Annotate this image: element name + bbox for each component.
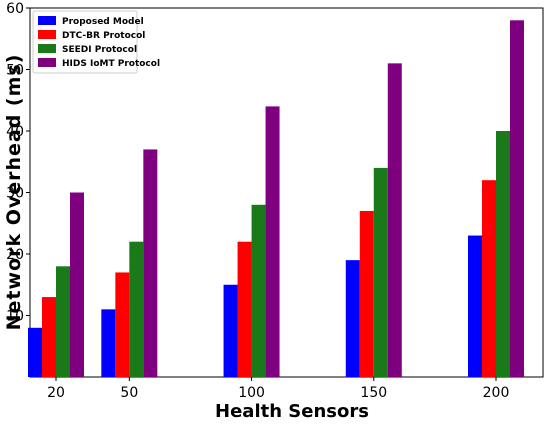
bar-proposed-model-150 (345, 260, 360, 377)
legend-label: SEEDI Protocol (62, 45, 137, 55)
y-tick-label: 20 (6, 247, 24, 263)
bar-hids-iomt-protocol-150 (387, 63, 402, 377)
legend-label: DTC-BR Protocol (62, 31, 145, 41)
bar-seedi-protocol-20 (56, 266, 70, 377)
x-tick-label: 100 (238, 385, 265, 401)
bar-seedi-protocol-100 (251, 204, 266, 377)
legend-swatch (38, 58, 56, 67)
legend: Proposed Model DTC-BR Protocol SEEDI Proto… (32, 10, 160, 74)
bar-proposed-model-20 (28, 327, 42, 377)
bar-dtc-br-protocol-200 (482, 180, 496, 377)
x-axis-label: Health Sensors (215, 401, 369, 422)
bar-dtc-br-protocol-20 (42, 297, 56, 377)
bar-hids-iomt-protocol-20 (70, 192, 84, 377)
legend-swatch (38, 30, 56, 39)
legend-swatch (38, 44, 56, 53)
bars-group (28, 20, 524, 378)
bar-hids-iomt-protocol-50 (143, 149, 158, 377)
y-tick-label: 40 (6, 124, 24, 140)
y-tick-label: 10 (6, 309, 24, 325)
bar-seedi-protocol-50 (129, 241, 144, 377)
legend-label: HIDS IoMT Protocol (62, 59, 160, 69)
bar-proposed-model-200 (468, 235, 482, 377)
bar-dtc-br-protocol-150 (359, 210, 374, 377)
x-tick-label: 50 (120, 385, 138, 401)
bar-proposed-model-50 (101, 309, 116, 377)
legend-swatch (38, 16, 56, 25)
x-tick-label: 150 (360, 385, 387, 401)
legend-label: Proposed Model (62, 17, 144, 27)
x-tick-label: 200 (483, 385, 510, 401)
y-tick-label: 50 (6, 63, 24, 79)
legend-box (32, 10, 138, 74)
y-tick-label: 30 (6, 186, 24, 202)
x-tick-label: 20 (47, 385, 65, 401)
y-axis-ticks: 10 20 30 40 50 60 (6, 1, 30, 325)
bar-dtc-br-protocol-100 (237, 241, 252, 377)
y-axis-label: Network Overhead (ms) (3, 54, 25, 331)
bar-seedi-protocol-150 (373, 167, 388, 377)
bar-hids-iomt-protocol-100 (265, 106, 280, 378)
bar-hids-iomt-protocol-200 (510, 20, 524, 378)
bar-proposed-model-100 (223, 284, 238, 377)
x-axis-ticks: 20 50 100 150 200 (47, 377, 509, 401)
bar-seedi-protocol-200 (496, 131, 510, 377)
y-tick-label: 60 (6, 1, 24, 17)
bar-dtc-br-protocol-50 (115, 272, 130, 377)
